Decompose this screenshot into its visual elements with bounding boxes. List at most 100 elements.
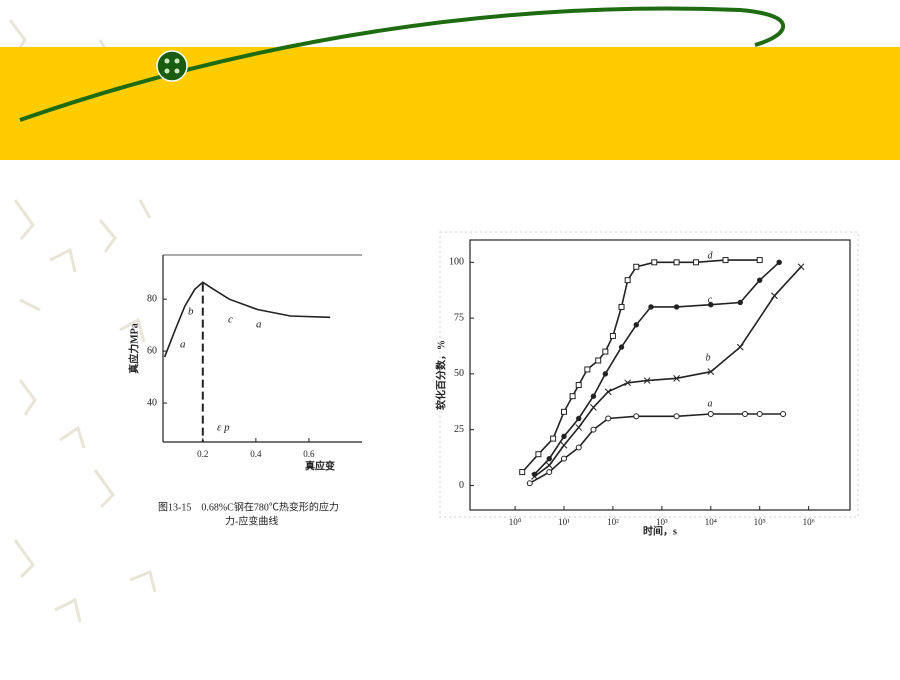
marker [707,368,715,376]
marker [707,411,714,418]
marker [643,377,651,384]
marker [693,259,700,266]
y-tick-label: 75 [454,312,464,323]
marker [651,259,658,266]
x-tick-label: 0.4 [250,449,262,459]
x-tick-label: 10⁴ [705,517,717,527]
x-axis-label: 时间，s [643,524,677,537]
x-tick-label: 10⁶ [803,517,815,527]
x-axis-label: 真应变 [305,459,335,472]
marker [722,257,729,264]
marker [648,304,654,310]
marker [595,357,602,364]
marker [575,424,583,431]
marker [535,451,542,458]
series-label: d [708,250,714,261]
marker [590,426,597,433]
marker [771,292,778,300]
marker [756,257,763,264]
y-tick-label: 40 [147,397,157,408]
marker [633,263,640,270]
y-axis-label: 软化百分数，% [434,340,447,410]
marker [736,343,744,351]
marker [624,277,631,284]
marker [776,259,782,266]
data-line [521,259,760,473]
marker [560,408,567,415]
annotation: a [256,319,262,331]
marker [797,263,805,271]
marker [604,388,612,396]
marker [575,444,582,451]
marker [575,382,582,389]
y-tick-label: 25 [454,424,464,435]
y-tick-label: 60 [147,345,157,356]
x-tick-label: 0.6 [303,449,315,459]
marker [569,393,576,400]
decor-dot [174,68,180,74]
marker [757,277,763,283]
marker [609,332,616,339]
marker [741,411,748,418]
decor-dot [174,58,180,64]
data-line [533,261,780,475]
x-tick-label: 10² [607,517,619,527]
marker [737,299,743,306]
figure-frame [439,231,859,518]
axis-frame [469,239,851,511]
marker [526,480,533,487]
marker [560,455,567,462]
decor-dot [164,68,170,74]
marker [624,379,632,387]
marker [560,441,568,449]
marker [602,348,609,355]
x-tick-label: 10¹ [558,517,570,527]
y-tick-label: 100 [449,257,464,268]
marker [590,404,597,411]
marker [519,469,526,476]
x-tick-label: 10³ [656,517,668,527]
marker [590,393,597,399]
marker [756,411,763,418]
marker [602,371,609,377]
marker [550,435,557,442]
marker [618,303,625,310]
y-tick-label: 50 [454,368,464,379]
annotation: b [188,306,194,318]
y-tick-label: 80 [147,293,157,304]
series-label: c [708,294,713,305]
marker [546,469,553,476]
marker [708,302,714,308]
decor-dot [164,58,170,64]
x-tick-label: 0.2 [197,449,208,459]
marker [545,462,553,469]
series-label: a [708,398,713,409]
decor-ball [156,50,188,82]
marker [576,415,582,422]
x-tick-label: 10⁵ [754,517,766,527]
header-band [0,47,900,160]
marker [673,413,680,420]
y-tick-label: 0 [459,480,464,491]
marker [561,433,567,440]
annotation: ε p [217,422,230,434]
marker [780,411,787,418]
marker [673,374,680,382]
y-axis-label: 真应力MPa [127,323,140,374]
annotation: c [228,314,233,326]
marker [633,322,639,328]
marker [605,415,612,422]
marker [633,413,640,420]
caption: 图13-15 0.68%C钢在780℃热变形的应力 [158,500,339,513]
series-label: b [706,352,711,363]
marker [546,455,552,462]
marker [673,259,680,266]
caption: 力-应变曲线 [225,514,278,527]
annotation: a [180,339,186,351]
marker [618,344,625,350]
data-line [163,281,331,358]
marker [673,304,680,310]
x-tick-label: 10⁰ [509,517,522,527]
marker [584,366,591,373]
